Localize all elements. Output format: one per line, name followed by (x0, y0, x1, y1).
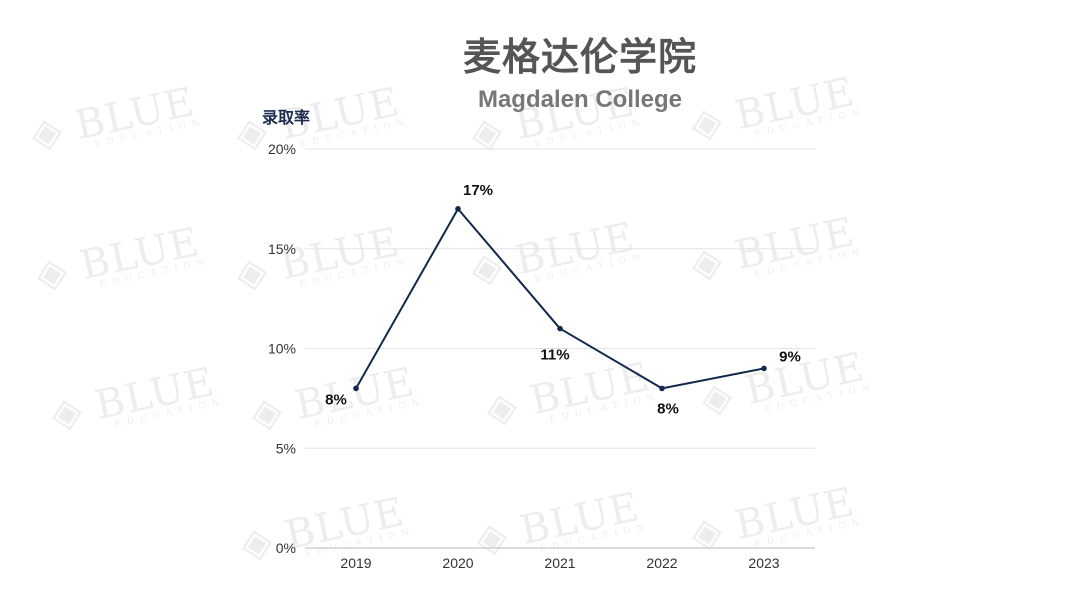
x-tick-label: 2022 (646, 555, 677, 571)
x-tick-label: 2021 (544, 555, 575, 571)
x-tick-label: 2019 (340, 555, 371, 571)
x-tick-label: 2023 (748, 555, 779, 571)
y-tick-label: 10% (268, 341, 296, 357)
y-tick-label: 15% (268, 241, 296, 257)
chart-subtitle: Magdalen College (477, 86, 683, 113)
data-label: 9% (779, 348, 801, 365)
y-axis-label: 录取率 (262, 110, 311, 127)
chart-title: 麦格达伦学院 (462, 37, 697, 79)
data-label: 17% (463, 182, 493, 199)
y-tick-label: 5% (276, 440, 296, 456)
y-tick-label: 20% (268, 141, 296, 157)
data-point (659, 385, 665, 392)
data-point (557, 325, 563, 332)
data-label: 8% (657, 400, 679, 417)
y-tick-label: 0% (276, 540, 296, 556)
data-point (455, 206, 461, 212)
data-point (761, 365, 767, 372)
data-point (353, 385, 359, 392)
data-label: 11% (540, 347, 569, 364)
x-tick-label: 2020 (442, 555, 473, 571)
data-label: 8% (325, 391, 347, 408)
